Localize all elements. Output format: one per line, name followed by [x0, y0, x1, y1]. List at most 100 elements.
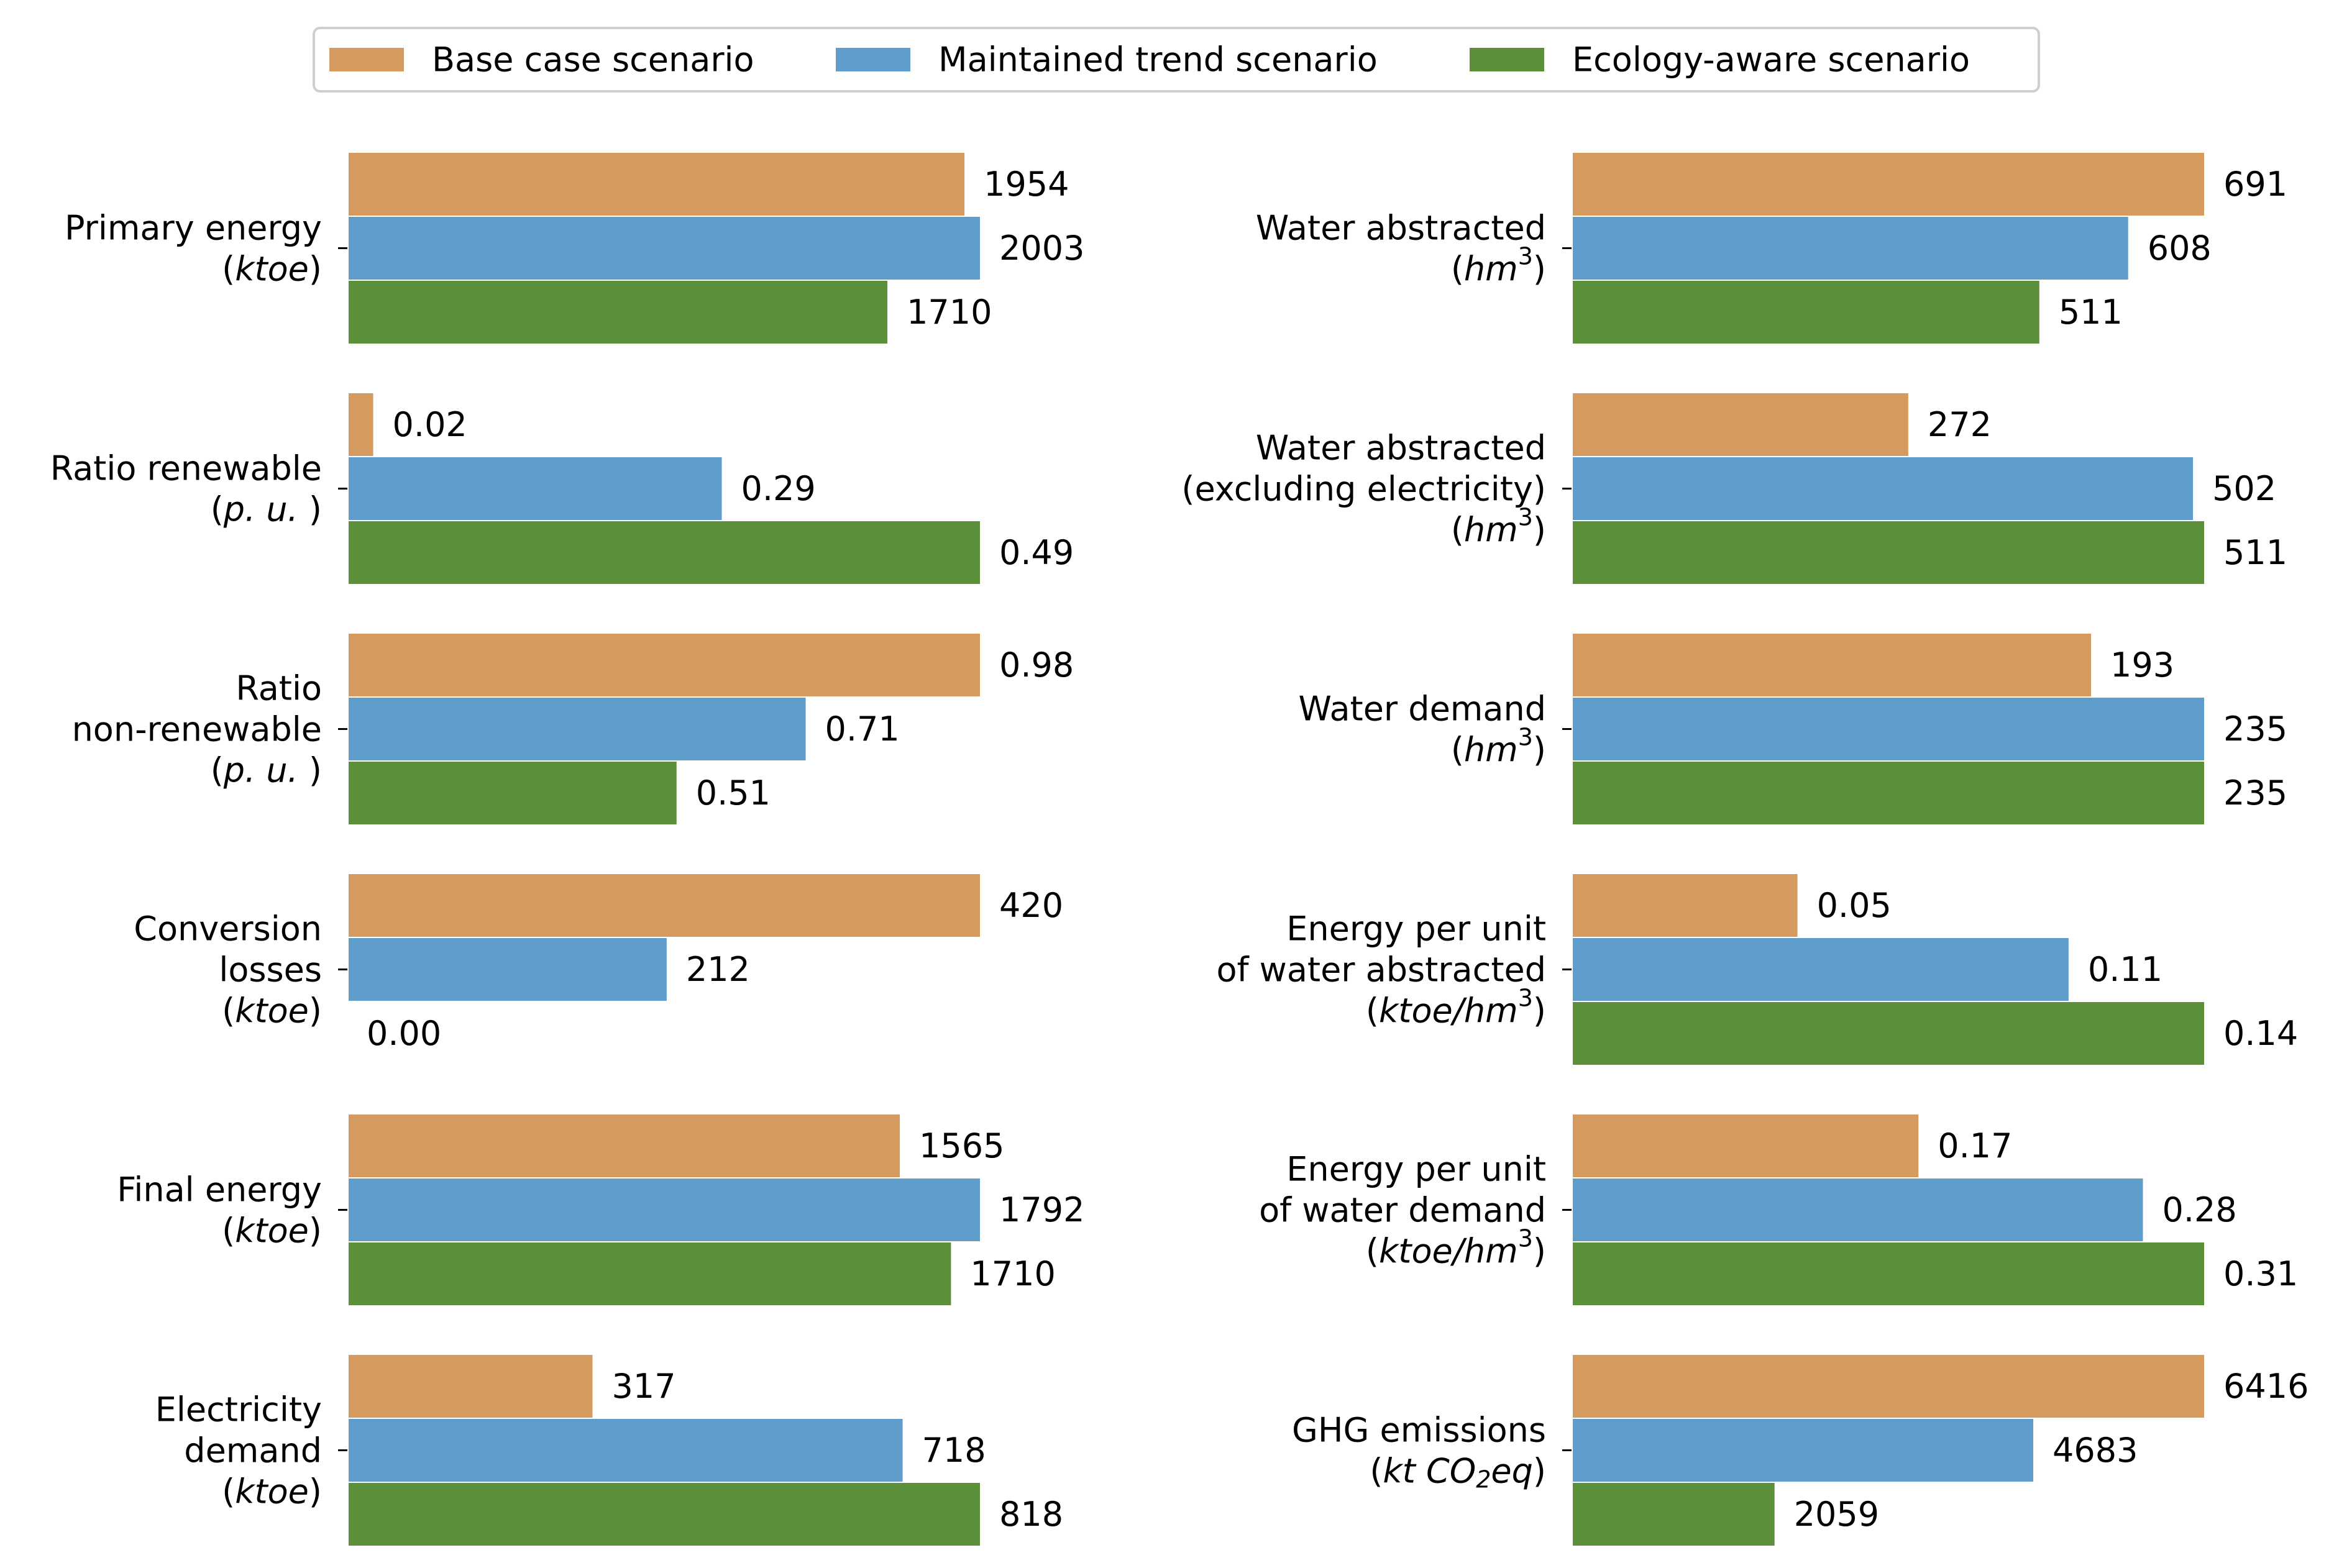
category-label: Electricity demand (ktoe): [155, 1390, 322, 1511]
bar-maintained-trend-scenario: [1572, 1177, 2144, 1242]
bar-base-case-scenario: [1572, 1113, 1920, 1178]
bar-maintained-trend-scenario: [1572, 1418, 2035, 1483]
bar-base-case-scenario: [1572, 152, 2205, 217]
bar-base-case-scenario: [1572, 632, 2093, 698]
bar-maintained-trend-scenario: [1572, 937, 2070, 1002]
value-label: 1954: [984, 165, 1069, 204]
category-label: Energy per unit of water demand (ktoe/hm3): [1259, 1149, 1546, 1270]
value-label: 1792: [999, 1190, 1084, 1229]
bar-ecology-aware-scenario: [347, 280, 889, 345]
panel-electricity-demand: Electricity demand (ktoe) 317 718 818: [155, 1354, 1063, 1547]
bar-base-case-scenario: [347, 392, 375, 457]
bar-base-case-scenario: [1572, 1354, 2205, 1419]
value-label: 0.29: [741, 469, 815, 508]
bar-base-case-scenario: [1572, 392, 1910, 457]
legend-frame: [313, 27, 2040, 93]
value-label: 4683: [2053, 1431, 2138, 1470]
value-label: 1565: [919, 1126, 1004, 1165]
panel-ratio-renewable: Ratio renewable (p. u. ) 0.02 0.29 0.49: [50, 392, 1074, 585]
value-label: 235: [2223, 773, 2287, 813]
value-label: 0.05: [1817, 886, 1892, 925]
value-label: 511: [2059, 293, 2123, 332]
bar-base-case-scenario: [1572, 873, 1799, 938]
legend-label-maintained-trend-scenario: Maintained trend scenario: [938, 40, 1378, 80]
panel-water-abstracted-excluding-electricity: Water abstracted (excluding electricity)(…: [1181, 392, 2287, 585]
bar-ecology-aware-scenario: [347, 1241, 953, 1306]
bar-maintained-trend-scenario: [347, 696, 807, 762]
panel-ratio-non-renewable: Ratio non-renewable (p. u. ) 0.98 0.71 0.51: [72, 632, 1074, 826]
legend-swatch-maintained-trend-scenario: [836, 48, 910, 71]
bar-ecology-aware-scenario: [1572, 1241, 2205, 1306]
legend-swatch-base-case-scenario: [329, 48, 404, 71]
bar-maintained-trend-scenario: [347, 456, 723, 521]
category-label: Final energy (ktoe): [117, 1170, 322, 1250]
category-label: Water abstracted (excluding electricity)(…: [1181, 428, 1546, 549]
category-label: Ratio non-renewable (p. u. ): [72, 668, 322, 790]
legend-label-base-case-scenario: Base case scenario: [432, 40, 754, 80]
bar-ecology-aware-scenario: [347, 1482, 981, 1547]
value-label: 718: [922, 1431, 986, 1470]
panel-water-abstracted: Water abstracted (hm3) 691 608 511: [1256, 152, 2287, 345]
category-label: Water demand (hm3): [1299, 689, 1547, 769]
bar-ecology-aware-scenario: [347, 520, 981, 585]
value-label: 212: [686, 950, 750, 989]
bar-base-case-scenario: [347, 632, 981, 698]
bar-maintained-trend-scenario: [347, 216, 981, 281]
bar-maintained-trend-scenario: [1572, 456, 2195, 521]
bar-ecology-aware-scenario: [1572, 1482, 1776, 1547]
value-label: 272: [1928, 405, 1992, 444]
panel-ghg-emissions: GHG emissions (kt CO2eq) 6416 4683 2059: [1292, 1354, 2309, 1547]
panel-energy-per-unit-of-water-demand: Energy per unit of water demand (ktoe/hm3)…: [1259, 1113, 2298, 1306]
value-label: 420: [999, 886, 1063, 925]
bar-maintained-trend-scenario: [347, 1177, 981, 1242]
panel-water-demand: Water demand (hm3) 193 235 235: [1299, 632, 2287, 826]
value-label: 0.28: [2162, 1190, 2236, 1229]
value-label: 0.49: [999, 533, 1074, 572]
panel-conversion-losses: Conversion losses (ktoe) 420 212 0.00: [134, 873, 1063, 1053]
value-label: 235: [2223, 709, 2287, 749]
legend: Base case scenario Maintained trend scena…: [313, 27, 2040, 93]
value-label: 0.00: [367, 1014, 441, 1053]
category-label: Primary energy (ktoe): [65, 208, 322, 288]
value-label: 6416: [2223, 1367, 2309, 1406]
value-label: 0.11: [2088, 950, 2162, 989]
value-label: 502: [2212, 469, 2276, 508]
value-label: 818: [999, 1495, 1063, 1534]
category-label: Water abstracted (hm3): [1256, 208, 1546, 288]
category-label: GHG emissions (kt CO2eq): [1292, 1410, 1546, 1493]
value-label: 608: [2148, 229, 2212, 268]
bar-base-case-scenario: [347, 152, 966, 217]
value-label: 691: [2223, 165, 2287, 204]
legend-label-ecology-aware-scenario: Ecology-aware scenario: [1572, 40, 1970, 80]
category-label: Energy per unit of water abstracted (ktoe/…: [1216, 909, 1546, 1030]
bar-maintained-trend-scenario: [1572, 696, 2205, 762]
legend-swatch-ecology-aware-scenario: [1470, 48, 1544, 71]
value-label: 0.51: [696, 773, 771, 813]
value-label: 0.02: [393, 405, 467, 444]
bar-maintained-trend-scenario: [347, 1418, 904, 1483]
value-label: 0.17: [1938, 1126, 2012, 1165]
value-label: 2059: [1794, 1495, 1879, 1534]
bar-base-case-scenario: [347, 1113, 902, 1178]
bar-maintained-trend-scenario: [1572, 216, 2130, 281]
value-label: 511: [2223, 533, 2287, 572]
bar-base-case-scenario: [347, 1354, 594, 1419]
value-label: 0.31: [2223, 1254, 2298, 1293]
value-label: 2003: [999, 229, 1084, 268]
panel-energy-per-unit-of-water-abstracted: Energy per unit of water abstracted (ktoe/…: [1216, 873, 2298, 1066]
bar-ecology-aware-scenario: [1572, 280, 2041, 345]
value-label: 0.14: [2223, 1014, 2298, 1053]
value-label: 193: [2110, 645, 2174, 685]
panel-final-energy: Final energy (ktoe) 1565 1792 1710: [117, 1113, 1084, 1306]
bar-ecology-aware-scenario: [1572, 760, 2205, 826]
value-label: 317: [612, 1367, 676, 1406]
bar-ecology-aware-scenario: [1572, 520, 2205, 585]
value-label: 0.98: [999, 645, 1074, 685]
value-label: 1710: [907, 293, 992, 332]
bar-maintained-trend-scenario: [347, 937, 668, 1002]
category-label: Ratio renewable (p. u. ): [50, 449, 322, 529]
value-label: 0.71: [825, 709, 900, 749]
